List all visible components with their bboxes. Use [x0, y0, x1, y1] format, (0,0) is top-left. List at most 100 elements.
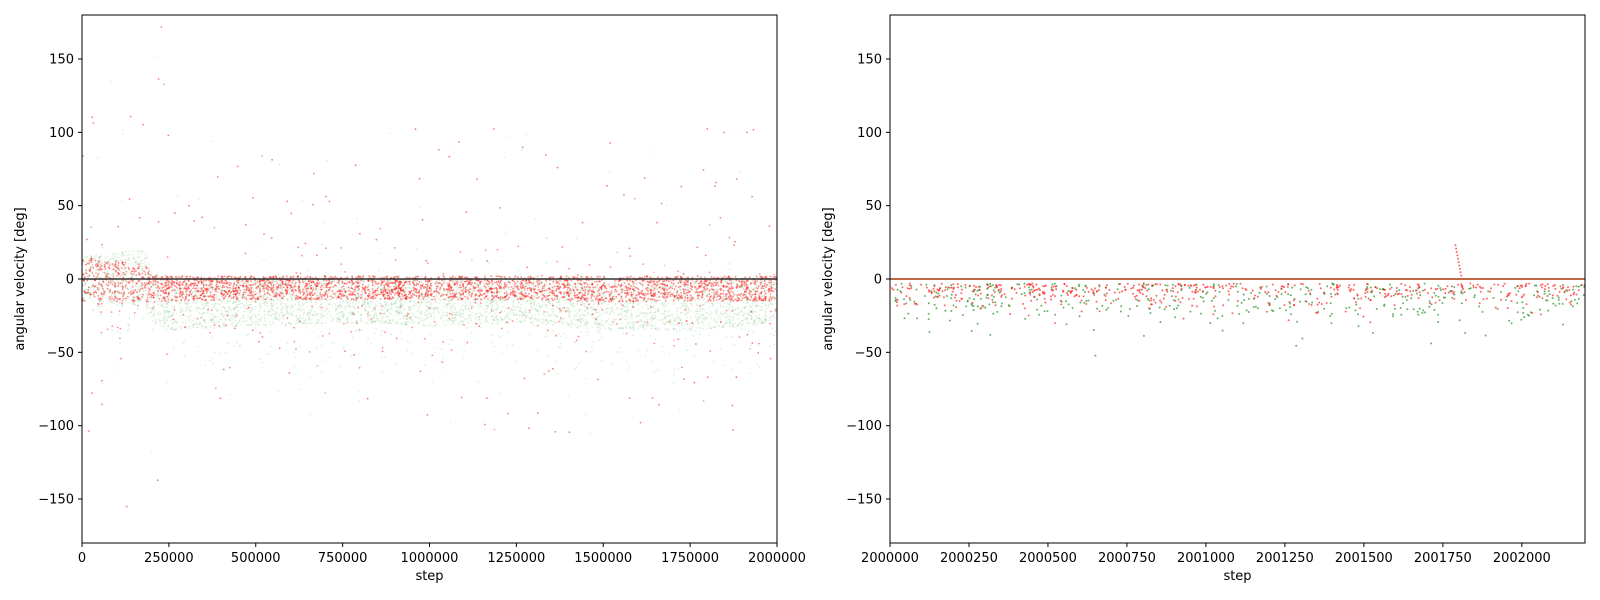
data-point [761, 284, 764, 287]
data-point [449, 307, 452, 310]
data-point [624, 305, 626, 308]
data-point [250, 287, 253, 290]
data-point [297, 288, 300, 290]
data-point [693, 354, 696, 357]
data-point [561, 322, 563, 324]
data-point [244, 291, 247, 294]
data-point [439, 290, 441, 293]
data-point [216, 310, 219, 313]
data-point [286, 298, 289, 301]
data-point [593, 307, 596, 310]
data-point [260, 305, 263, 308]
data-point [340, 270, 343, 273]
data-point [464, 307, 467, 310]
data-point [461, 321, 464, 324]
data-point [124, 280, 126, 283]
data-point [372, 281, 375, 284]
data-point [462, 279, 465, 282]
data-point [485, 316, 487, 319]
data-point [368, 289, 371, 292]
data-point [519, 298, 522, 301]
data-point [761, 302, 763, 305]
data-point [715, 288, 718, 291]
data-point [302, 316, 305, 319]
data-point [157, 314, 160, 316]
data-point [346, 316, 349, 319]
data-point [213, 327, 216, 329]
data-point [384, 306, 387, 309]
data-point [568, 310, 570, 313]
data-point [660, 319, 663, 321]
data-point [656, 280, 659, 283]
data-point [703, 315, 705, 317]
data-point [648, 276, 651, 279]
data-point [270, 302, 273, 305]
data-point [635, 314, 638, 317]
data-point [511, 291, 514, 294]
data-point [503, 156, 506, 159]
data-point [447, 290, 450, 293]
data-point [343, 314, 346, 316]
data-point [225, 351, 227, 354]
data-point [764, 319, 767, 321]
data-point [270, 345, 272, 348]
data-point [201, 303, 204, 305]
data-point [222, 305, 225, 308]
data-point [567, 306, 570, 309]
data-point [738, 284, 740, 287]
data-point [578, 308, 580, 311]
data-point [687, 286, 689, 289]
data-point [470, 332, 473, 334]
data-point [316, 321, 319, 324]
data-point [219, 286, 222, 289]
data-point [358, 301, 360, 304]
data-point [664, 301, 666, 304]
data-point [301, 307, 304, 309]
data-point [156, 290, 159, 293]
data-point [622, 305, 625, 308]
data-point [570, 305, 573, 308]
data-point [570, 321, 572, 323]
data-point [542, 318, 545, 321]
data-point [86, 255, 88, 258]
data-point [379, 322, 382, 325]
data-point [743, 286, 746, 288]
data-point [626, 308, 629, 310]
data-point [159, 301, 162, 304]
data-point [537, 313, 540, 316]
data-point [434, 324, 437, 327]
data-point [750, 296, 753, 299]
data-point [462, 303, 464, 306]
data-point [507, 330, 510, 333]
data-point [637, 327, 640, 330]
data-point [239, 295, 242, 297]
data-point [580, 284, 582, 287]
data-point [715, 321, 717, 323]
data-point [235, 303, 238, 306]
data-point [757, 287, 760, 289]
data-point [400, 313, 403, 315]
data-point [166, 290, 169, 293]
data-point [279, 299, 282, 302]
data-point [626, 310, 629, 313]
data-point [121, 306, 123, 309]
data-point [628, 285, 631, 288]
data-point [386, 315, 389, 318]
data-point [518, 297, 520, 300]
data-point [524, 302, 526, 305]
data-point [677, 316, 680, 318]
data-point [229, 319, 232, 322]
data-point [228, 318, 231, 321]
data-point [384, 356, 386, 358]
data-point [477, 318, 480, 321]
data-point [379, 252, 382, 255]
data-point [148, 266, 151, 269]
data-point [451, 339, 453, 342]
data-point [253, 321, 256, 324]
data-point [756, 304, 759, 307]
data-point [539, 288, 542, 290]
data-point [518, 285, 521, 287]
data-point [137, 297, 140, 299]
data-point [728, 322, 731, 324]
data-point [294, 303, 297, 306]
